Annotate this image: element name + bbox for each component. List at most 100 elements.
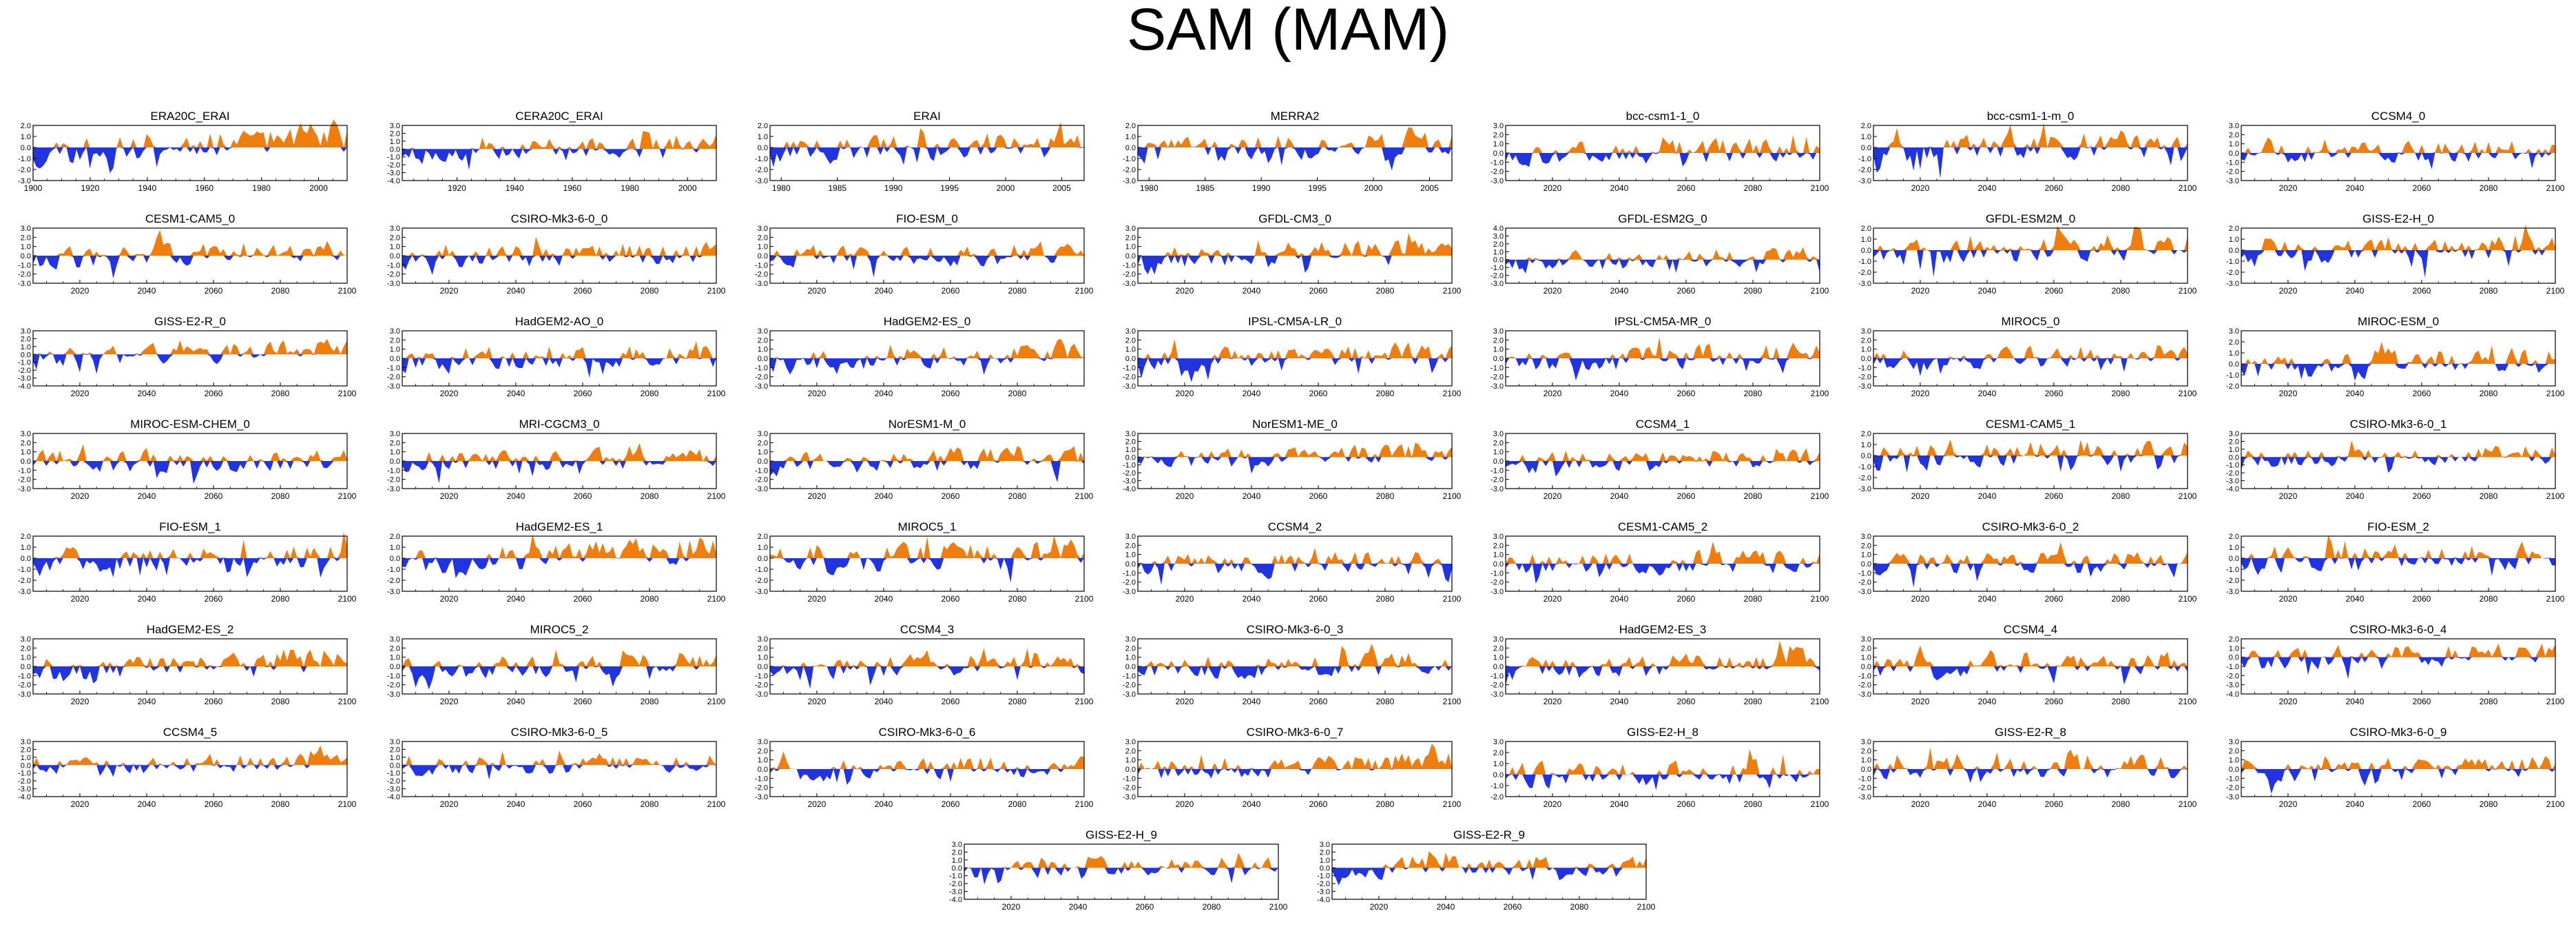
- panel-hadgem2-es-3: HadGEM2-ES_3 3.02.01.00.0-1.0 -2.0-3.0 2020…: [1490, 623, 1829, 706]
- x-tick-label: 2040: [507, 389, 526, 398]
- y-tick-label: 1.0: [1861, 654, 1871, 662]
- y-tick-label: 1.0: [758, 654, 768, 662]
- y-tick-label: -1.0: [1490, 672, 1504, 680]
- x-tick-label: 2080: [2112, 491, 2130, 501]
- x-tick-label: 2080: [1570, 902, 1589, 912]
- x-tick-label: 2060: [1309, 697, 1328, 706]
- y-tick-label: -3.0: [387, 786, 400, 794]
- x-tick-label: 2080: [641, 491, 659, 501]
- y-tick-label: -2.0: [1490, 579, 1504, 587]
- negative-anomaly-area: [1138, 256, 1452, 275]
- y-tick-label: 2.0: [758, 747, 768, 755]
- plot-frame: [2241, 330, 2556, 387]
- x-tick-label: 2040: [507, 697, 526, 706]
- x-tick-label: 2100: [338, 389, 357, 398]
- y-tick-label: -2.0: [387, 271, 400, 279]
- x-tick-label: 2020: [808, 286, 827, 296]
- negative-anomaly-area: [402, 765, 716, 780]
- plot-frame: [964, 843, 1279, 900]
- y-tick-label: 0.0: [390, 355, 400, 363]
- panel-title: CSIRO-Mk3-6-0_2: [1982, 520, 2079, 533]
- y-tick-label: -2.0: [2226, 672, 2239, 680]
- y-tick-label: -2.0: [18, 166, 31, 174]
- y-tick-label: 0.0: [952, 864, 962, 872]
- y-tick-label: -1.0: [387, 261, 400, 269]
- y-tick-label: -1.0: [18, 359, 31, 367]
- y-tick-label: 3.0: [1320, 841, 1330, 849]
- y-tick-label: -4.0: [1317, 896, 1330, 904]
- panel-miroc-esm-chem-0: MIROC-ESM-CHEM_0 3.02.0 1.00.0-1.0-2.0-3.0…: [18, 418, 357, 501]
- y-tick-label: 1.0: [21, 133, 31, 141]
- panel-ccsm4-3: CCSM4_3 3.02.01.00.0-1.0 -2.0-3.0 2020 2040 2…: [755, 623, 1094, 706]
- y-tick-label: 0.0: [21, 761, 31, 770]
- negative-anomaly-area: [33, 558, 347, 578]
- x-tick-label: 2080: [1744, 594, 1763, 604]
- x-tick-label: 2040: [875, 594, 893, 604]
- x-tick-label: 2040: [2346, 697, 2365, 706]
- y-tick-label: 2.0: [758, 234, 768, 242]
- x-tick-label: 2020: [1544, 799, 1562, 809]
- panel-fio-esm-0: FIO-ESM_0 3.02.01.00.0-1.0 -2.0-3.0 2020 204…: [755, 212, 1094, 296]
- y-tick-label: 1.0: [21, 754, 31, 762]
- positive-anomaly-area: [33, 229, 347, 256]
- x-tick-label: 2100: [2179, 389, 2197, 398]
- y-tick-label: -3.0: [18, 485, 31, 493]
- y-tick-label: -2.0: [1490, 168, 1504, 176]
- y-tick-label: 3.0: [1493, 122, 1504, 130]
- x-tick-label: 2080: [2480, 594, 2498, 604]
- y-tick-label: 2.0: [1493, 749, 1504, 757]
- y-tick-label: 1.0: [1493, 654, 1504, 662]
- y-tick-label: -1.0: [755, 775, 768, 783]
- panel-fio-esm-2: FIO-ESM_2 2.0 1.0 0.0 -1.0 -2.0 -3.0 2020 2040 20…: [2226, 520, 2565, 604]
- y-tick-label: -1.0: [1858, 775, 1871, 783]
- x-tick-label: 2000: [997, 183, 1015, 193]
- y-tick-label: 0.0: [1493, 458, 1504, 466]
- x-tick-label: 2080: [271, 491, 290, 501]
- positive-anomaly-area: [33, 649, 347, 666]
- x-tick-label: 2100: [338, 594, 357, 604]
- positive-anomaly-area: [1506, 448, 1820, 461]
- x-tick-label: 2040: [138, 286, 156, 296]
- y-tick-label: 1.0: [1125, 133, 1136, 141]
- x-tick-label: 2040: [2346, 799, 2365, 809]
- x-tick-label: 1990: [1252, 183, 1271, 193]
- x-tick-label: 2040: [1978, 389, 1997, 398]
- y-tick-label: -2.0: [1490, 272, 1504, 280]
- negative-anomaly-area: [1138, 147, 1452, 171]
- y-tick-label: 1.0: [1861, 236, 1871, 244]
- panel-csiro-mk3-6-0-9: CSIRO-Mk3-6-0_9 3.02.0 1.00.0-1.0-2.0-3.0 2…: [2226, 726, 2565, 809]
- positive-anomaly-area: [770, 751, 1084, 769]
- y-tick-label: -3.0: [387, 382, 400, 391]
- x-tick-label: 2020: [1544, 697, 1562, 706]
- y-tick-label: -3.0: [1123, 280, 1136, 288]
- x-tick-label: 2100: [2546, 491, 2565, 501]
- x-tick-label: 2100: [2179, 697, 2197, 706]
- negative-anomaly-area: [402, 558, 716, 578]
- panel-merra2: MERRA2 2.0 1.0 0.0 -1.0 -2.0 -3.0 1980 1985 1990 1…: [1123, 110, 1453, 193]
- y-tick-label: 0.0: [1861, 766, 1871, 774]
- y-tick-label: 1.0: [21, 449, 31, 457]
- y-tick-label: 3.0: [758, 327, 768, 336]
- x-tick-label: 2100: [707, 491, 726, 501]
- x-tick-label: 2020: [440, 286, 459, 296]
- panel-title: IPSL-CM5A-MR_0: [1614, 315, 1712, 328]
- y-tick-label: 3.0: [21, 738, 31, 746]
- y-tick-label: 1.0: [390, 138, 400, 146]
- y-tick-label: 0.0: [1861, 663, 1871, 671]
- x-tick-label: 2080: [2480, 799, 2498, 809]
- y-tick-label: 3.0: [952, 841, 962, 849]
- x-tick-label: 2100: [2546, 389, 2565, 398]
- y-tick-label: -3.0: [1490, 177, 1504, 185]
- y-tick-label: 0.0: [2229, 555, 2239, 563]
- x-tick-label: 2040: [875, 697, 893, 706]
- positive-anomaly-area: [1138, 442, 1452, 458]
- y-tick-label: 0.0: [390, 761, 400, 770]
- y-tick-label: -1.0: [387, 672, 400, 680]
- x-tick-label: 2060: [205, 799, 223, 809]
- negative-anomaly-area: [770, 461, 1084, 482]
- panel-title: HadGEM2-ES_3: [1619, 623, 1707, 636]
- positive-anomaly-area: [1506, 134, 1820, 153]
- y-tick-label: -2.0: [387, 161, 400, 170]
- x-tick-label: 1990: [884, 183, 903, 193]
